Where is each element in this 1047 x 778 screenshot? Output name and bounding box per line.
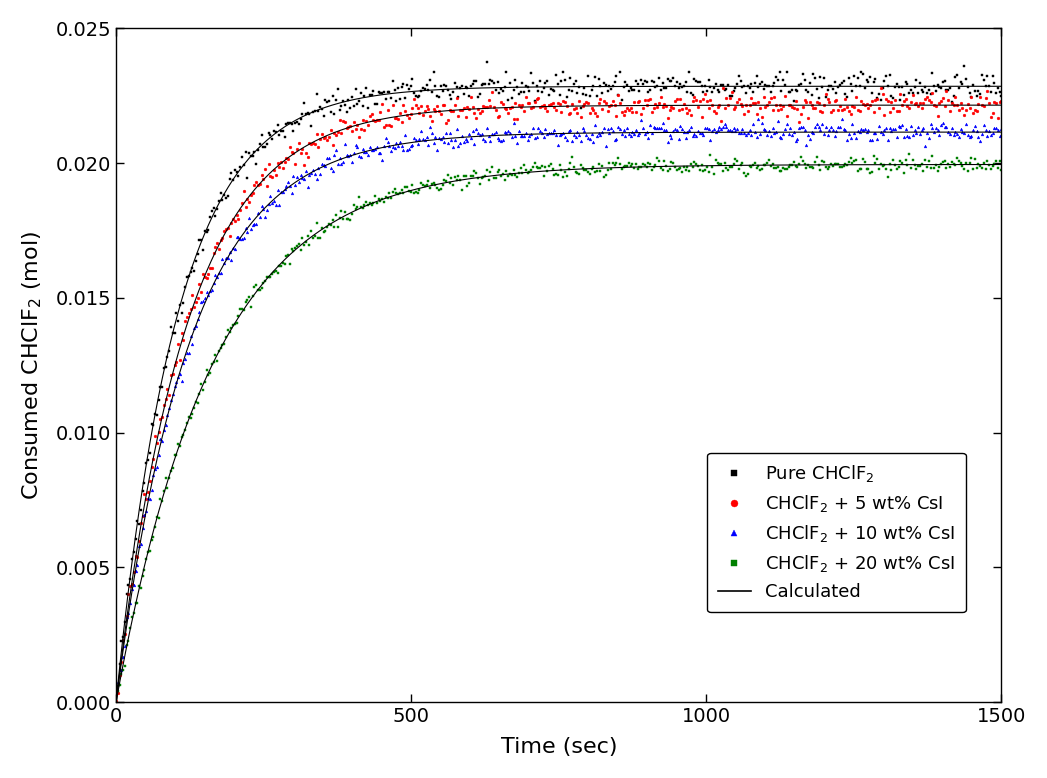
CHClF$_2$ + 5 wt% CsI <box>530 94 542 103</box>
Pure CHClF$_2$ <box>838 77 850 86</box>
CHClF$_2$ + 20 wt% CsI <box>637 159 649 169</box>
CHClF$_2$ + 10 wt% CsI <box>838 124 850 133</box>
CHClF$_2$ + 5 wt% CsI <box>536 102 549 111</box>
CHClF$_2$ + 20 wt% CsI <box>110 697 122 706</box>
Calculated <box>264 133 276 142</box>
CHClF$_2$ + 20 wt% CsI <box>903 149 915 158</box>
CHClF$_2$ + 5 wt% CsI <box>976 100 988 110</box>
Calculated <box>996 82 1008 91</box>
Line: CHClF$_2$ + 10 wt% CsI: CHClF$_2$ + 10 wt% CsI <box>114 117 1003 703</box>
CHClF$_2$ + 20 wt% CsI <box>530 162 542 171</box>
CHClF$_2$ + 10 wt% CsI <box>976 129 988 138</box>
Calculated <box>883 82 895 91</box>
CHClF$_2$ + 20 wt% CsI <box>588 167 601 177</box>
Line: CHClF$_2$ + 20 wt% CsI: CHClF$_2$ + 20 wt% CsI <box>114 152 1003 703</box>
CHClF$_2$ + 20 wt% CsI <box>836 163 848 172</box>
Pure CHClF$_2$ <box>591 92 603 101</box>
CHClF$_2$ + 10 wt% CsI <box>530 132 542 142</box>
CHClF$_2$ + 5 wt% CsI <box>836 106 848 115</box>
CHClF$_2$ + 5 wt% CsI <box>110 696 122 706</box>
Pure CHClF$_2$ <box>537 83 550 93</box>
Calculated <box>110 697 122 706</box>
CHClF$_2$ + 20 wt% CsI <box>996 165 1008 174</box>
Line: CHClF$_2$ + 5 wt% CsI: CHClF$_2$ + 5 wt% CsI <box>114 86 1003 702</box>
CHClF$_2$ + 5 wt% CsI <box>588 108 601 117</box>
CHClF$_2$ + 10 wt% CsI <box>110 698 122 707</box>
CHClF$_2$ + 20 wt% CsI <box>976 163 988 173</box>
Pure CHClF$_2$ <box>110 694 122 703</box>
CHClF$_2$ + 20 wt% CsI <box>536 162 549 171</box>
CHClF$_2$ + 10 wt% CsI <box>536 128 549 138</box>
CHClF$_2$ + 10 wt% CsI <box>637 124 649 133</box>
Calculated <box>449 84 462 93</box>
Line: Calculated: Calculated <box>116 86 1002 702</box>
CHClF$_2$ + 5 wt% CsI <box>874 83 887 93</box>
CHClF$_2$ + 10 wt% CsI <box>752 114 764 124</box>
CHClF$_2$ + 5 wt% CsI <box>637 103 649 113</box>
Legend: Pure CHClF$_2$, CHClF$_2$ + 5 wt% CsI, CHClF$_2$ + 10 wt% CsI, CHClF$_2$ + 20 wt: Pure CHClF$_2$, CHClF$_2$ + 5 wt% CsI, C… <box>708 453 966 612</box>
Y-axis label: Consumed CHClF$_2$ (mol): Consumed CHClF$_2$ (mol) <box>21 231 44 499</box>
Calculated <box>210 202 223 212</box>
Pure CHClF$_2$ <box>532 87 544 96</box>
Calculated <box>978 82 990 91</box>
CHClF$_2$ + 10 wt% CsI <box>588 120 601 129</box>
Pure CHClF$_2$ <box>639 76 651 86</box>
Pure CHClF$_2$ <box>976 70 988 79</box>
Line: Pure CHClF$_2$: Pure CHClF$_2$ <box>114 61 1003 700</box>
X-axis label: Time (sec): Time (sec) <box>500 738 617 757</box>
Calculated <box>488 83 500 93</box>
CHClF$_2$ + 5 wt% CsI <box>996 96 1008 106</box>
Pure CHClF$_2$ <box>996 91 1008 100</box>
Pure CHClF$_2$ <box>481 58 493 67</box>
CHClF$_2$ + 10 wt% CsI <box>996 124 1008 134</box>
